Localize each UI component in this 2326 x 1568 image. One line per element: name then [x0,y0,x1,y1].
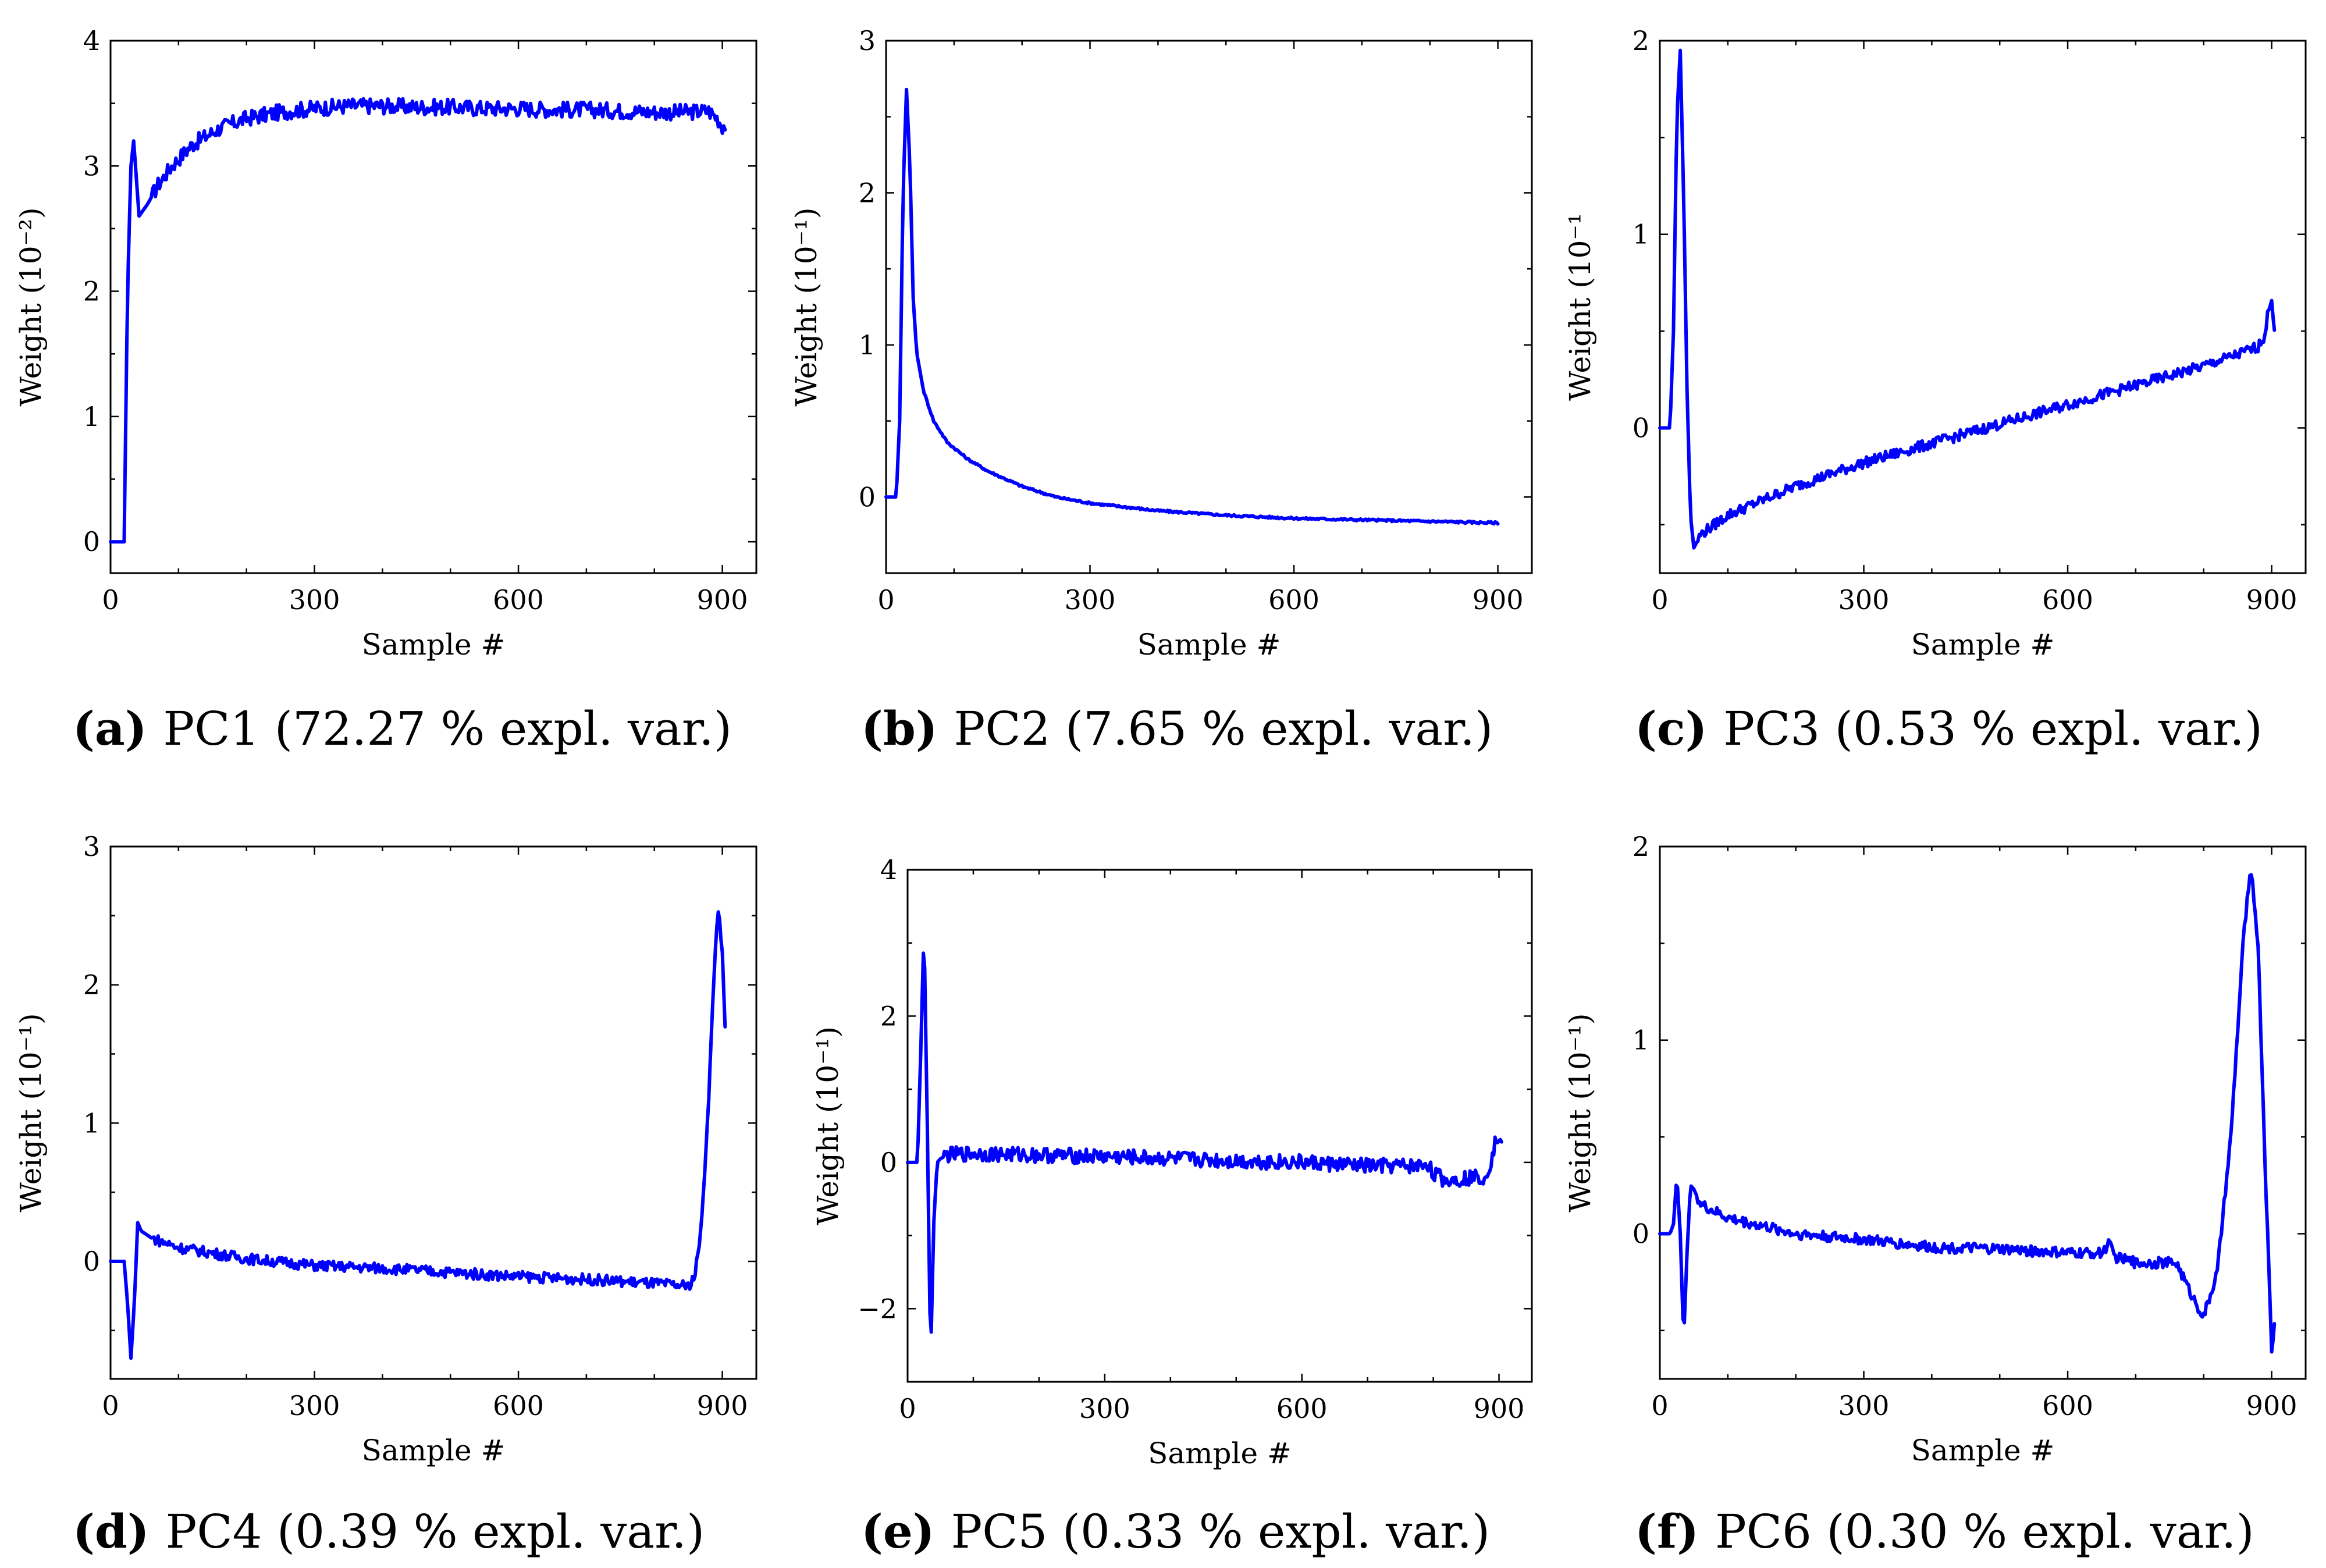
plot-frame [109,40,757,574]
x-tick-label: 300 [1079,1393,1130,1424]
series-line [906,951,1503,1334]
y-axis-label: Weight (10⁻²) [14,207,48,406]
x-tick-label: 900 [2246,584,2297,616]
chart-a: 0 300 600 900 0 1 2 3 4 Sample # Weight (10⁻²) (a) … [14,25,757,756]
chart-b: 0 300 600 900 0 1 2 3 Sample # Weight (10⁻¹) (b) P… [789,25,1533,756]
x-axis-label: Sample # [1911,628,2055,662]
y-tick-label: 0 [859,481,876,513]
y-tick-label: 2 [859,177,876,208]
plot-frame [1659,40,2307,574]
chart-d: 0 300 600 900 0 1 2 3 Sample # Weight (10⁻¹) (d) P… [14,831,757,1559]
x-tick-label: 300 [1065,584,1116,616]
series-line [1658,48,2277,550]
y-tick-label: 1 [859,329,876,361]
y-tick-label: 1 [1633,219,1649,250]
caption: (a) PC1 (72.27 % expl. var.) [73,701,732,756]
x-tick-label: 900 [697,1390,748,1421]
x-tick-label: 900 [1474,1393,1525,1424]
y-axis-label: Weight (10⁻¹ [1563,213,1597,401]
y-tick-label: 1 [83,1107,100,1139]
y-tick-label: 0 [880,1147,897,1178]
series-line [884,87,1500,526]
x-tick-label: 0 [102,1390,119,1421]
y-tick-label: 2 [880,1000,897,1032]
caption-text: PC2 (7.65 % expl. var.) [954,702,1493,756]
y-axis-label: Weight (10⁻¹) [811,1026,845,1225]
series-line [1658,873,2277,1354]
x-tick-label: 600 [1268,584,1320,616]
x-tick-label: 900 [1473,584,1524,616]
y-tick-label: 2 [83,276,100,307]
caption: (c) PC3 (0.53 % expl. var.) [1635,701,2263,756]
x-axis-label: Sample # [1911,1434,2055,1467]
chart-f: 0 300 600 900 0 1 2 Sample # Weight (10⁻¹) (f) PC… [1563,831,2307,1559]
caption-text: PC6 (0.30 % expl. var.) [1715,1505,2254,1559]
x-tick-label: 0 [877,584,894,616]
caption-text: PC5 (0.33 % expl. var.) [951,1505,1490,1559]
x-tick-label: 600 [493,584,544,616]
y-axis-label: Weight (10⁻¹) [14,1013,48,1212]
chart-c: 0 300 600 900 0 1 2 Sample # Weight (10⁻¹ (c) PC3… [1563,25,2307,756]
x-tick-label: 0 [1651,1390,1668,1421]
y-tick-label: 3 [859,25,876,56]
x-axis-label: Sample # [1137,628,1281,662]
x-tick-label: 900 [2246,1390,2297,1421]
caption-letter: (d) [73,1504,166,1559]
y-tick-label: 0 [83,526,100,557]
x-tick-label: 300 [289,584,340,616]
plot-frame [885,40,1533,574]
y-tick-label: 3 [83,150,100,182]
y-tick-label: 1 [83,401,100,432]
caption-letter: (f) [1635,1504,1715,1559]
caption-letter: (e) [861,1504,951,1559]
plot-frame [1659,845,2307,1380]
caption: (f) PC6 (0.30 % expl. var.) [1635,1504,2254,1559]
caption-letter: (c) [1635,701,1723,756]
caption-letter: (b) [861,701,954,756]
x-tick-label: 600 [2042,584,2093,616]
x-tick-label: 600 [493,1390,544,1421]
x-tick-label: 0 [1651,584,1668,616]
chart-e: 0 300 600 900 −2 0 2 4 Sample # Weight (10⁻¹) (e) … [811,854,1533,1559]
y-axis-label: Weight (10⁻¹) [1563,1013,1597,1212]
y-tick-label: 3 [83,831,100,862]
y-tick-label: 4 [83,25,100,56]
y-tick-label: 2 [1633,831,1649,862]
caption: (e) PC5 (0.33 % expl. var.) [861,1504,1490,1559]
x-tick-label: 600 [1276,1393,1328,1424]
x-axis-label: Sample # [362,628,506,662]
y-tick-label: 4 [880,854,897,886]
y-tick-label: 0 [1633,1218,1649,1249]
x-axis-label: Sample # [1148,1437,1292,1470]
y-axis-label: Weight (10⁻¹) [789,207,823,406]
y-tick-label: 0 [1633,412,1649,443]
x-tick-label: 600 [2042,1390,2093,1421]
x-tick-label: 300 [1838,1390,1890,1421]
x-tick-label: 300 [289,1390,340,1421]
caption-text: PC3 (0.53 % expl. var.) [1723,702,2263,756]
y-tick-label: 1 [1633,1025,1649,1056]
plot-frame [906,869,1533,1383]
y-tick-label: −2 [858,1293,897,1324]
x-tick-label: 900 [697,584,748,616]
caption-text: PC4 (0.39 % expl. var.) [166,1505,705,1559]
y-tick-label: 2 [83,969,100,1001]
x-tick-label: 0 [102,584,119,616]
caption: (b) PC2 (7.65 % expl. var.) [861,701,1493,756]
caption-letter: (a) [73,701,163,756]
x-tick-label: 0 [899,1393,916,1424]
x-axis-label: Sample # [362,1434,506,1467]
y-tick-label: 0 [83,1246,100,1277]
x-tick-label: 300 [1838,584,1890,616]
caption-text: PC1 (72.27 % expl. var.) [163,702,732,756]
caption: (d) PC4 (0.39 % expl. var.) [73,1504,705,1559]
series-line [109,97,727,544]
y-tick-label: 2 [1633,25,1649,56]
series-line [109,910,727,1360]
plot-frame [109,845,757,1380]
